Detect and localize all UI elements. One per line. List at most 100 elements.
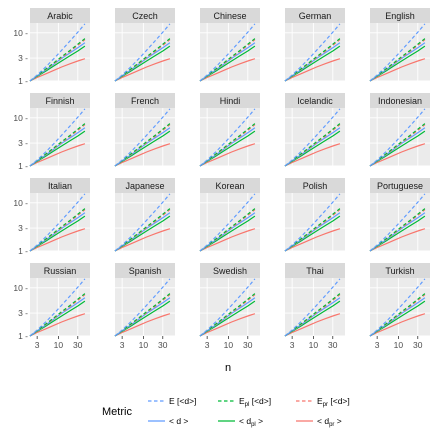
series-line-e — [114, 23, 171, 82]
series-line-d — [199, 212, 256, 252]
facet-panel-swedish: Swedish 3 10 30 — [199, 263, 260, 350]
y-tick-label: 1 - — [18, 161, 28, 171]
facet-panel-czech: Czech — [114, 8, 175, 82]
strip-label: Korean — [215, 181, 244, 191]
strip-background — [285, 93, 345, 108]
y-tick-label: 3 - — [18, 138, 28, 148]
panel-background — [30, 108, 90, 166]
panel-background — [30, 278, 90, 336]
series-line-dpr — [199, 143, 256, 167]
panel-background — [200, 23, 260, 81]
facet-panel-french: French — [114, 93, 175, 167]
strip-background — [115, 263, 175, 278]
facet-panel-italian: Italian 1 - 3 - 10 - — [13, 178, 90, 256]
series-line-dpr — [369, 58, 426, 82]
y-tick-label: 3 - — [18, 308, 28, 318]
strip-background — [285, 263, 345, 278]
series-line-e — [29, 193, 86, 252]
facet-panel-english: English — [369, 8, 430, 82]
y-tick-label: 3 - — [18, 53, 28, 63]
series-line-dpr — [114, 313, 171, 337]
series-line-d — [114, 127, 171, 167]
series-line-e — [29, 278, 86, 337]
series-line-e — [29, 23, 86, 82]
panel-background — [285, 193, 345, 251]
panel-background — [370, 108, 430, 166]
y-tick-label: 1 - — [18, 246, 28, 256]
strip-background — [370, 178, 430, 193]
facet-panel-thai: Thai 3 10 30 — [284, 263, 345, 350]
series-line-d — [29, 212, 86, 252]
y-tick-label: 10 - — [13, 283, 28, 293]
strip-label: Indonesian — [378, 96, 422, 106]
series-line-d — [369, 297, 426, 337]
legend-label: < d > — [169, 416, 188, 426]
legend-item-e: E [<d>] — [148, 396, 196, 406]
legend-label: Epr [<d>] — [317, 396, 350, 408]
facet-panel-japanese: Japanese — [114, 178, 175, 252]
panel-background — [200, 278, 260, 336]
series-line-dpr — [114, 228, 171, 252]
series-line-d — [114, 297, 171, 337]
series-line-d — [199, 127, 256, 167]
series-line-dpr — [199, 58, 256, 82]
series-line-d — [284, 42, 341, 82]
x-tick-label: 3 — [375, 340, 380, 350]
panel-background — [30, 193, 90, 251]
series-line-d — [29, 42, 86, 82]
legend: Metric E [<d>] Epl [<d>] Epr [<d>] < d > < d… — [102, 396, 350, 428]
facet-panel-russian: Russian 1 - 3 - 10 - 3 10 30 — [13, 263, 90, 350]
strip-background — [115, 8, 175, 23]
legend-item-epl: Epl [<d>] — [218, 396, 271, 408]
x-tick-label: 10 — [139, 340, 149, 350]
series-line-dpr — [199, 313, 256, 337]
series-line-e — [369, 23, 426, 82]
series-line-e — [284, 193, 341, 252]
series-line-dpr — [29, 228, 86, 252]
strip-background — [285, 178, 345, 193]
legend-label: < dpl > — [239, 416, 263, 428]
strip-label: Polish — [303, 181, 328, 191]
strip-label: English — [385, 11, 415, 21]
series-line-d — [114, 212, 171, 252]
series-line-dpr — [369, 313, 426, 337]
series-line-dpr — [284, 313, 341, 337]
strip-label: Swedish — [213, 266, 247, 276]
series-line-d — [114, 42, 171, 82]
facet-panel-hindi: Hindi — [199, 93, 260, 167]
facet-panel-turkish: Turkish 3 10 30 — [369, 263, 430, 350]
panel-background — [285, 108, 345, 166]
strip-background — [30, 263, 90, 278]
legend-item-d: < d > — [148, 416, 188, 426]
y-tick-label: 10 - — [13, 28, 28, 38]
strip-label: German — [299, 11, 332, 21]
strip-background — [370, 93, 430, 108]
strip-background — [30, 178, 90, 193]
panel-background — [370, 193, 430, 251]
strip-background — [370, 8, 430, 23]
facet-panels: Arabic 1 - 3 - 10 - Czech Chinese German Englis… — [13, 8, 430, 350]
y-tick-label: 10 - — [13, 113, 28, 123]
series-line-d — [284, 212, 341, 252]
x-tick-label: 10 — [394, 340, 404, 350]
series-line-d — [284, 127, 341, 167]
strip-background — [200, 8, 260, 23]
series-line-dpr — [284, 143, 341, 167]
series-line-e — [114, 193, 171, 252]
facet-panel-german: German — [284, 8, 345, 82]
series-line-e — [284, 278, 341, 337]
series-line-dpr — [114, 58, 171, 82]
y-tick-label: 1 - — [18, 76, 28, 86]
series-line-e — [199, 23, 256, 82]
panel-background — [30, 23, 90, 81]
series-line-dpr — [284, 228, 341, 252]
series-line-d — [369, 42, 426, 82]
strip-background — [115, 93, 175, 108]
panel-background — [285, 23, 345, 81]
x-tick-label: 3 — [35, 340, 40, 350]
facet-panel-icelandic: Icelandic — [284, 93, 345, 167]
strip-background — [200, 263, 260, 278]
facet-panel-arabic: Arabic 1 - 3 - 10 - — [13, 8, 90, 86]
legend-label: E [<d>] — [169, 396, 196, 406]
